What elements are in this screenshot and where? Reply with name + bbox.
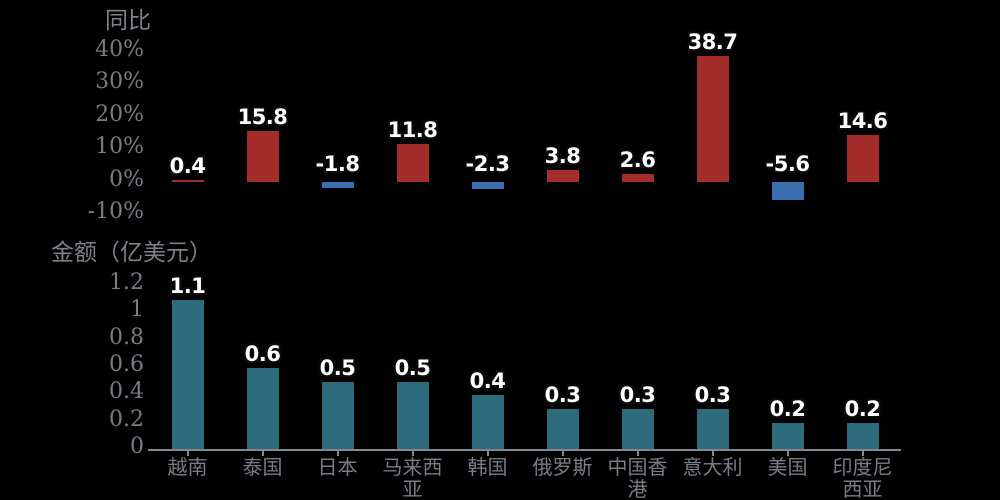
bar (696, 409, 729, 450)
bar (396, 381, 429, 450)
y-tick-label: 0.4 (109, 379, 144, 405)
bar (471, 395, 504, 450)
bar (321, 381, 354, 450)
bar (846, 422, 879, 450)
bar-value-label: 0.4 (169, 153, 206, 178)
category-label: 韩国 (467, 455, 508, 479)
bar-value-label: -5.6 (765, 152, 810, 176)
bar (621, 409, 654, 450)
bar (546, 409, 579, 450)
category-label: 美国 (767, 455, 808, 479)
category-label: 日本 (317, 455, 358, 479)
bar-value-label: 15.8 (237, 104, 288, 129)
x-tick-mark (636, 450, 639, 456)
x-tick-mark (411, 450, 414, 456)
x-tick-mark (561, 450, 564, 456)
bar-value-label: 0.5 (394, 355, 431, 380)
bar (471, 182, 504, 190)
bar (771, 182, 804, 201)
bar (696, 56, 729, 182)
y-tick-label: 10% (95, 134, 144, 159)
category-label: 泰国 (242, 455, 283, 479)
bar (321, 182, 354, 188)
bar-value-label: 11.8 (387, 117, 438, 142)
bar (246, 130, 279, 182)
yoy-panel-title: 同比 (105, 8, 151, 34)
bar (396, 143, 429, 182)
x-tick-mark (261, 450, 264, 456)
bar-value-label: 0.6 (244, 342, 281, 367)
y-tick-label: 1 (130, 297, 144, 323)
bar-value-label: 1.1 (169, 273, 206, 298)
x-tick-mark (711, 450, 714, 456)
x-tick-mark (486, 450, 489, 456)
bar-value-label: 0.5 (319, 355, 356, 380)
bar-value-label: 0.2 (769, 396, 806, 421)
bar-value-label: 0.3 (619, 383, 656, 408)
bar (546, 169, 579, 182)
x-tick-mark (186, 450, 189, 456)
y-tick-label: 20% (95, 101, 144, 127)
bar-value-label: 0.2 (844, 396, 881, 421)
bar (771, 422, 804, 450)
bar-value-label: 0.4 (469, 369, 506, 394)
bar-value-label: 38.7 (687, 30, 738, 55)
y-tick-label: 0.8 (109, 324, 144, 350)
amount-panel-title: 金额（亿美元） (51, 240, 212, 266)
bar-value-label: 14.6 (837, 108, 888, 133)
bar (171, 299, 204, 450)
bar-value-label: 0.3 (694, 383, 731, 408)
bar (621, 173, 654, 182)
x-tick-mark (336, 450, 339, 456)
y-tick-label: 1.2 (109, 270, 144, 296)
bar (171, 179, 204, 182)
bar-value-label: 0.3 (544, 383, 581, 408)
y-tick-label: 0% (109, 166, 144, 192)
y-tick-label: 30% (95, 69, 144, 94)
y-tick-label: 0.2 (109, 406, 144, 432)
category-label: 俄罗斯 (532, 455, 593, 479)
category-label: 马来西亚 (382, 455, 443, 500)
x-tick-mark (786, 450, 789, 456)
category-label: 中国香港 (607, 455, 668, 500)
bar-value-label: -1.8 (315, 152, 360, 176)
y-tick-label: 0 (130, 434, 144, 459)
y-tick-label: 0.6 (109, 352, 144, 378)
x-tick-mark (861, 450, 864, 456)
bar-value-label: 3.8 (544, 143, 581, 168)
category-label: 越南 (167, 455, 208, 479)
bar (846, 134, 879, 182)
category-label: 意大利 (682, 455, 743, 479)
bar-value-label: 2.6 (619, 147, 656, 172)
y-tick-label: -10% (87, 199, 144, 224)
y-tick-label: 40% (95, 36, 144, 62)
bar (246, 368, 279, 450)
x-axis-line (148, 449, 901, 451)
category-label: 印度尼西亚 (832, 455, 893, 500)
bar-value-label: -2.3 (465, 152, 510, 176)
